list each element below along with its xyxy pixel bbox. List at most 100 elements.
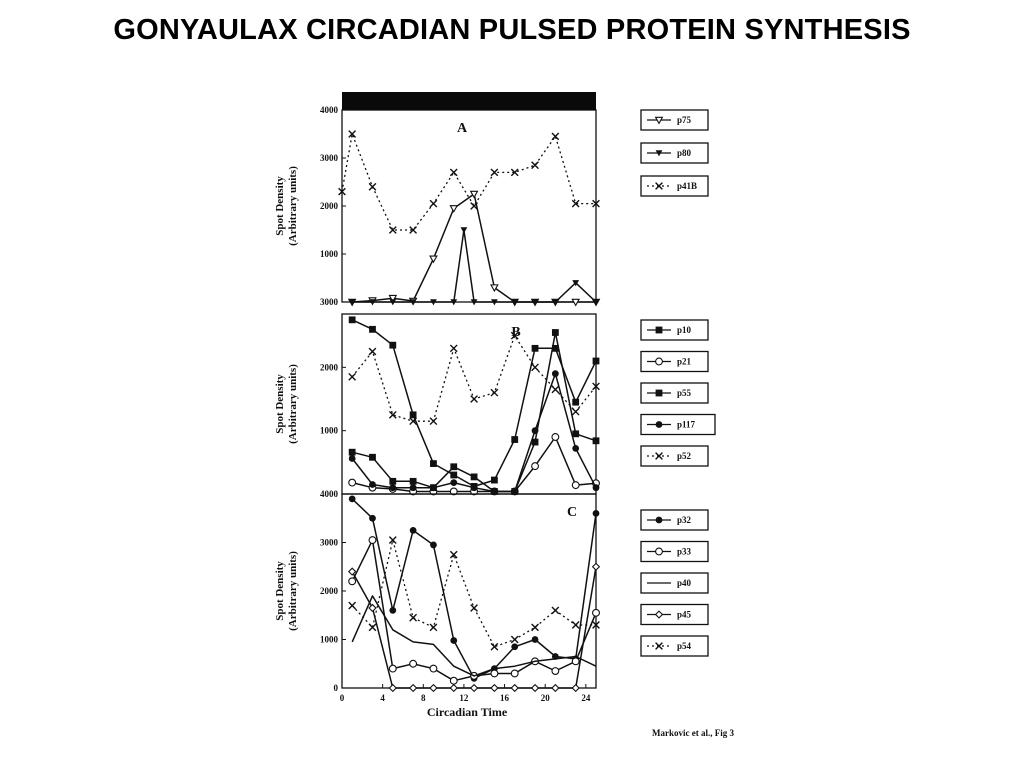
marker-p41B <box>551 132 560 141</box>
legend-box <box>640 445 709 467</box>
marker-p45 <box>571 683 580 693</box>
marker-p75 <box>429 255 438 264</box>
marker-p45 <box>591 562 601 571</box>
series-p75 <box>347 190 601 307</box>
marker-p117 <box>430 484 437 492</box>
y-axis-label: Spot Density <box>274 374 286 434</box>
marker-p45 <box>551 683 560 693</box>
marker-p75 <box>571 298 581 307</box>
legend-label: p21 <box>677 357 692 367</box>
marker-p45 <box>408 683 418 693</box>
y-tick-label: 1000 <box>320 426 339 436</box>
legend-entry-p75: p75 <box>640 109 709 131</box>
marker-p54 <box>429 623 438 632</box>
marker-p41B <box>531 161 539 170</box>
legend-label: p55 <box>677 388 692 398</box>
marker-p80 <box>369 299 376 306</box>
legend-entry-p21: p21 <box>640 350 709 373</box>
marker-p41B <box>470 202 478 210</box>
marker-p45 <box>510 683 519 693</box>
marker-p52 <box>490 388 499 397</box>
marker-p33 <box>348 577 357 586</box>
marker-p45 <box>347 567 357 576</box>
panel-C: 0 1000 2000 3000 0 4 8 12 16 20 24 Circadian Time Sp… <box>274 493 601 719</box>
marker-p75 <box>490 284 499 293</box>
series-p40 <box>351 595 597 677</box>
legend-box <box>640 635 709 657</box>
legend-entry-p54: p54 <box>640 635 709 657</box>
marker-p41B <box>449 168 458 177</box>
marker-p32 <box>430 541 437 549</box>
marker-p41B <box>388 226 397 234</box>
legend-entry-p45: p45 <box>640 603 709 626</box>
y-tick-label: 0 <box>334 683 339 693</box>
marker-p80 <box>551 299 559 306</box>
x-tick-label: 20 <box>541 693 551 703</box>
marker-p21 <box>531 462 539 471</box>
marker-p21 <box>348 478 357 487</box>
legend-box <box>640 603 709 626</box>
marker-p33 <box>571 657 580 666</box>
marker-p52 <box>429 417 438 426</box>
y-tick-label: 1000 <box>320 249 339 259</box>
legend-label: p52 <box>677 451 692 461</box>
marker-p10 <box>531 344 539 352</box>
marker-p10 <box>430 460 437 467</box>
marker-p52 <box>470 395 478 403</box>
marker-p54 <box>449 550 458 559</box>
marker-p117 <box>572 445 580 452</box>
series-line-p33 <box>351 539 597 682</box>
y-tick-label: 2000 <box>320 586 339 596</box>
y-axis-label-units: (Arbitrary units) <box>287 364 299 444</box>
panel-B: 1000 2000 4000 Spot Density (Arbitrary units… <box>274 313 600 499</box>
marker-p52 <box>409 417 418 426</box>
legend-box <box>640 142 709 164</box>
marker-p32 <box>348 495 356 503</box>
series-p117 <box>348 370 600 495</box>
slide-title: GONYAULAX CIRCADIAN PULSED PROTEIN SYNTH… <box>113 14 911 46</box>
marker-p41B <box>338 187 346 196</box>
marker-p52 <box>531 363 539 372</box>
y-tick-label: 2000 <box>320 201 339 211</box>
x-axis-label: Circadian Time <box>427 705 508 719</box>
series-p52 <box>348 331 600 426</box>
series-p10 <box>348 316 600 490</box>
marker-p52 <box>510 331 519 340</box>
legend-entry-p10: p10 <box>640 319 709 341</box>
marker-p33 <box>409 659 418 668</box>
marker-p55 <box>369 453 376 461</box>
marker-p55 <box>348 448 356 456</box>
marker-p80 <box>531 299 539 306</box>
marker-p45 <box>429 683 438 693</box>
series-p45 <box>347 562 601 693</box>
marker-p32 <box>592 510 600 517</box>
marker-p41B <box>429 199 438 208</box>
y-axis-label-units: (Arbitrary units) <box>287 166 299 246</box>
x-tick-label: 0 <box>340 693 345 703</box>
marker-p55 <box>572 430 580 438</box>
marker-p75 <box>449 205 459 213</box>
marker-p117 <box>511 488 519 495</box>
marker-p52 <box>655 452 663 460</box>
y-tick-label: 3000 <box>320 538 339 548</box>
y-axis-label: Spot Density <box>274 176 286 236</box>
marker-p45 <box>490 683 499 693</box>
marker-p75 <box>469 190 479 199</box>
legend-entry-p41B: p41B <box>640 175 709 197</box>
panel-letter: C <box>567 505 577 520</box>
legend-entry-p40: p40 <box>640 572 709 594</box>
legend-entry-p52: p52 <box>640 445 709 467</box>
y-tick-label: 2000 <box>320 362 339 372</box>
marker-p10 <box>592 357 600 365</box>
marker-p10 <box>551 344 559 352</box>
y-tick-label: 1000 <box>320 635 339 645</box>
marker-p33 <box>429 664 438 673</box>
marker-p33 <box>592 608 600 617</box>
marker-p117 <box>450 479 458 486</box>
marker-p32 <box>389 607 397 614</box>
marker-p32 <box>531 636 539 643</box>
legend-label: p54 <box>677 641 692 651</box>
marker-p80 <box>389 299 397 306</box>
marker-p33 <box>388 664 397 673</box>
